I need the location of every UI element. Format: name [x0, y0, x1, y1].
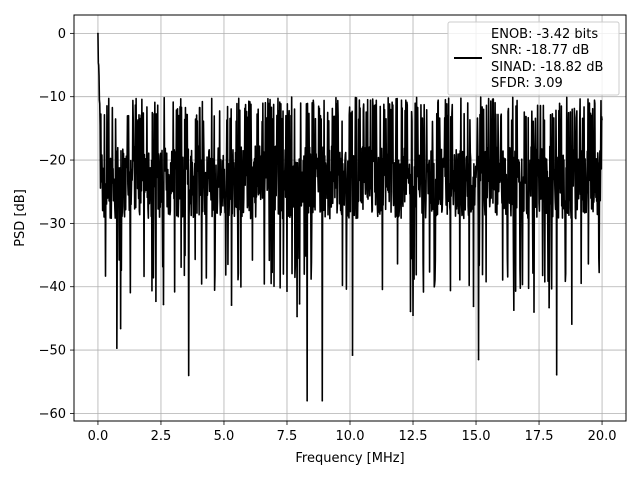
psd-dip-point — [533, 311, 535, 313]
y-tick-label: 0 — [58, 27, 66, 42]
psd-dip-point — [477, 358, 480, 361]
psd-dip-point — [116, 347, 118, 349]
psd-dip-point — [155, 300, 157, 303]
y-tick-label: −30 — [39, 217, 66, 232]
psd-dip-point — [409, 310, 412, 313]
psd-dip-point — [298, 303, 301, 305]
psd-dip-point — [187, 374, 190, 377]
psd-dip-point — [230, 304, 233, 306]
psd-dip-point — [412, 314, 414, 317]
legend-sinad: SINAD: -18.82 dB — [491, 60, 603, 75]
legend: ENOB: -3.42 bits SNR: -18.77 dB SINAD: -… — [447, 21, 620, 96]
y-tick-label: −50 — [39, 344, 66, 359]
psd-series-line — [97, 33, 603, 402]
y-tick-label: −40 — [39, 280, 66, 295]
psd-dip-point — [296, 315, 298, 318]
series-layer — [97, 32, 603, 402]
psd-dip-point — [571, 323, 573, 325]
x-tick-label: 2.5 — [151, 429, 172, 444]
psd-dip-point — [119, 327, 122, 330]
axis-ticks: 0.0 2.5 5.0 7.5 10.0 12.5 15.0 17.5 20.0 0 −10 −20 −… — [39, 27, 617, 444]
legend-box — [447, 21, 620, 96]
psd-dip-point — [513, 309, 515, 311]
legend-sfdr: SFDR: 3.09 — [491, 76, 563, 91]
y-axis-label: PSD [dB] — [13, 189, 28, 247]
x-axis-label: Frequency [MHz] — [295, 451, 404, 466]
legend-enob: ENOB: -3.42 bits — [491, 27, 598, 42]
y-tick-label: −10 — [39, 90, 66, 105]
psd-dip-point — [286, 290, 288, 292]
psd-dip-point — [321, 399, 324, 402]
psd-dip-point — [472, 305, 475, 308]
psd-peak-point — [97, 32, 99, 35]
x-tick-label: 12.5 — [399, 429, 428, 444]
x-tick-label: 17.5 — [525, 429, 554, 444]
x-tick-label: 7.5 — [277, 429, 298, 444]
x-tick-label: 0.0 — [88, 429, 109, 444]
psd-dip-point — [548, 306, 550, 309]
psd-dip-point — [351, 354, 354, 356]
x-tick-label: 5.0 — [214, 429, 235, 444]
y-tick-label: −60 — [39, 407, 66, 422]
psd-dip-point — [555, 373, 558, 376]
psd-dip-point — [162, 303, 165, 306]
y-tick-label: −20 — [39, 154, 66, 169]
x-tick-label: 20.0 — [588, 429, 617, 444]
x-tick-label: 10.0 — [336, 429, 365, 444]
legend-snr: SNR: -18.77 dB — [491, 43, 589, 58]
x-tick-label: 15.0 — [462, 429, 491, 444]
psd-dip-point — [306, 399, 308, 402]
